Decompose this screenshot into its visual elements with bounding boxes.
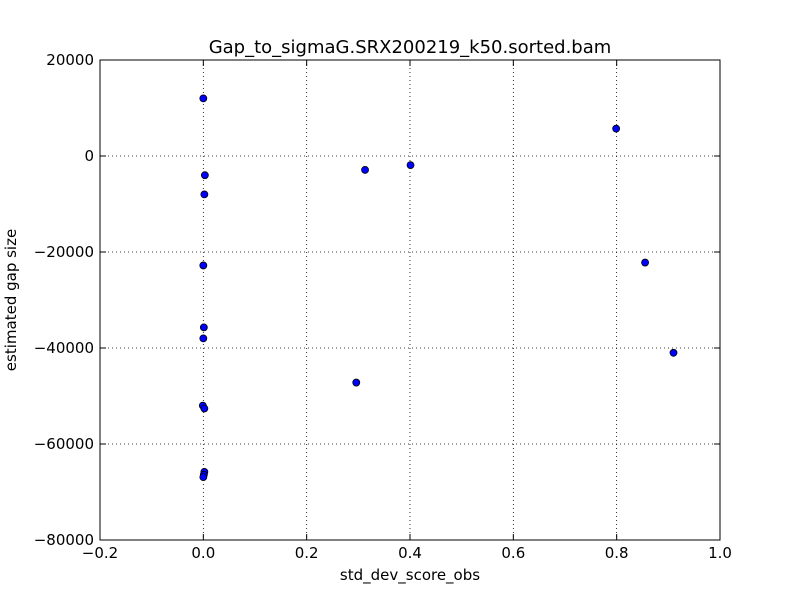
grid-lines [100,60,720,540]
x-tick-label: 0.8 [605,544,629,562]
y-tick-label: −60000 [34,435,94,453]
x-tick-label: 1.0 [708,544,732,562]
data-point [200,190,209,199]
data-point [199,473,208,482]
data-point [361,166,369,174]
data-point [199,323,208,332]
data-point [612,124,621,133]
y-tick-label: 20000 [46,51,94,69]
x-tick-label: 0.4 [398,544,422,562]
data-point [406,161,415,170]
x-tick-label: 0.6 [501,544,525,562]
axis-ticks: −0.2 0.0 0.2 0.4 0.6 0.8 1.0 −80000 −60000 −40000… [34,51,732,562]
data-point [199,94,208,103]
y-tick-label: −40000 [34,339,94,357]
data-point [200,404,209,413]
x-tick-label: −0.2 [82,544,118,562]
chart-title: Gap_to_sigmaG.SRX200219_k50.sorted.bam [209,37,612,58]
x-tick-label: 0.0 [191,544,215,562]
x-axis-label: std_dev_score_obs [340,566,480,585]
data-point [199,334,208,343]
x-tick-label: 0.2 [295,544,319,562]
y-tick-label: −80000 [34,531,94,549]
data-point [199,261,208,270]
y-axis-label: estimated gap size [2,229,20,371]
data-points [198,94,678,482]
data-point [641,258,649,267]
y-tick-label: 0 [84,147,94,165]
data-point [200,171,209,180]
data-point [669,348,678,357]
plot-frame [99,59,721,541]
data-point [352,378,361,387]
y-tick-label: −20000 [34,243,94,261]
